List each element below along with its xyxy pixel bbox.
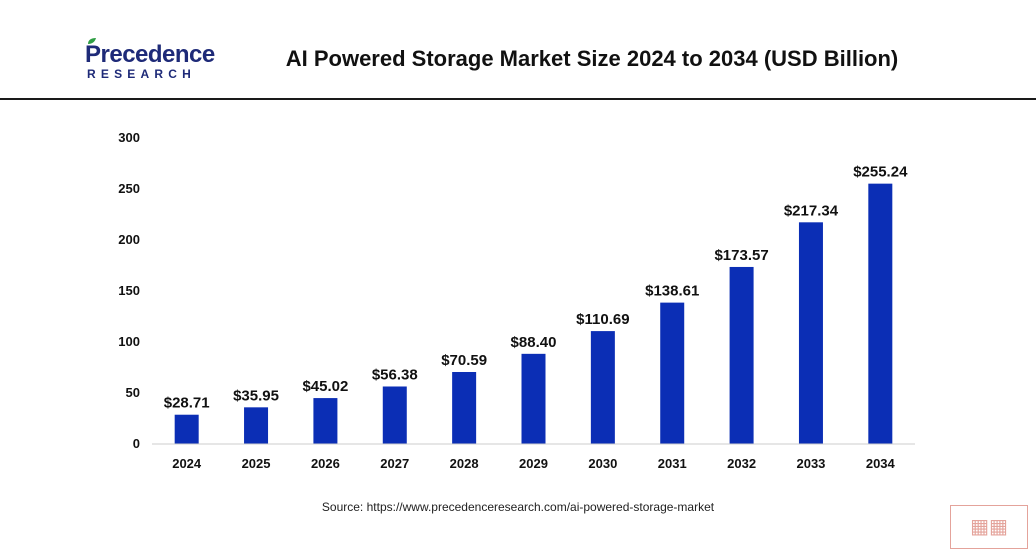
chart-title: AI Powered Storage Market Size 2024 to 2… [285, 46, 899, 71]
x-tick-label-2032: 2032 [727, 456, 756, 471]
x-tick-label-2027: 2027 [380, 456, 409, 471]
data-label-2033: $217.34 [784, 202, 839, 219]
x-axis: 2024 2025 2026 2027 2028 2029 2030 2031 2032 2033… [152, 443, 915, 471]
data-label-2029: $88.40 [511, 334, 557, 351]
data-label-2031: $138.61 [645, 283, 699, 300]
x-tick-label-2026: 2026 [311, 456, 340, 471]
x-tick-label-2024: 2024 [172, 456, 202, 471]
data-label-2025: $35.95 [233, 387, 279, 404]
x-tick-label-2030: 2030 [588, 456, 617, 471]
x-tick-label-2029: 2029 [519, 456, 548, 471]
y-tick-label: 50 [126, 385, 140, 400]
x-tick-label-2034: 2034 [866, 456, 896, 471]
bar-2029 [521, 353, 546, 444]
y-axis: 0 50 100 150 200 250 300 [118, 130, 140, 451]
data-label-2028: $70.59 [441, 352, 487, 369]
y-tick-label: 100 [118, 334, 140, 349]
bar-2030 [590, 331, 615, 444]
x-tick-label-2031: 2031 [658, 456, 687, 471]
logo-subtitle: RESEARCH [87, 67, 196, 81]
bar-2026 [313, 398, 338, 444]
data-label-2034: $255.24 [853, 164, 908, 181]
bar-2032 [729, 266, 754, 444]
watermark-stamp: ▦▦ [950, 505, 1028, 549]
y-tick-label: 250 [118, 181, 140, 196]
bars: $28.71 $35.95 $45.02 $56.38 $70.59 $88.40 $110… [164, 164, 908, 444]
bar-2027 [382, 386, 407, 444]
bar-2028 [452, 371, 477, 444]
source-note: Source: https://www.precedenceresearch.c… [321, 500, 715, 514]
leaf-icon [88, 38, 96, 44]
y-tick-label: 200 [118, 232, 140, 247]
logo-wordmark: Precedence [85, 41, 215, 68]
data-label-2026: $45.02 [302, 378, 348, 395]
bar-2034 [868, 183, 893, 444]
data-label-2024: $28.71 [164, 395, 210, 412]
y-tick-label: 150 [118, 283, 140, 298]
data-label-2027: $56.38 [372, 366, 418, 383]
header-divider [0, 98, 1036, 100]
bar-chart: 0 50 100 150 200 250 300 $28.71 $35.95 $45.02 $56… [118, 130, 915, 471]
bar-2024 [174, 414, 199, 444]
bar-2033 [798, 222, 823, 444]
bar-2031 [660, 302, 685, 444]
header: Precedence RESEARCH AI Powered Storage M… [0, 0, 1036, 100]
y-tick-label: 300 [118, 130, 140, 145]
data-label-2032: $173.57 [714, 247, 768, 264]
bar-2025 [244, 407, 269, 444]
data-label-2030: $110.69 [576, 311, 629, 328]
x-tick-label-2025: 2025 [242, 456, 271, 471]
x-tick-label-2033: 2033 [796, 456, 825, 471]
y-tick-label: 0 [133, 436, 140, 451]
x-tick-label-2028: 2028 [450, 456, 479, 471]
brand-logo: Precedence RESEARCH [85, 38, 225, 87]
